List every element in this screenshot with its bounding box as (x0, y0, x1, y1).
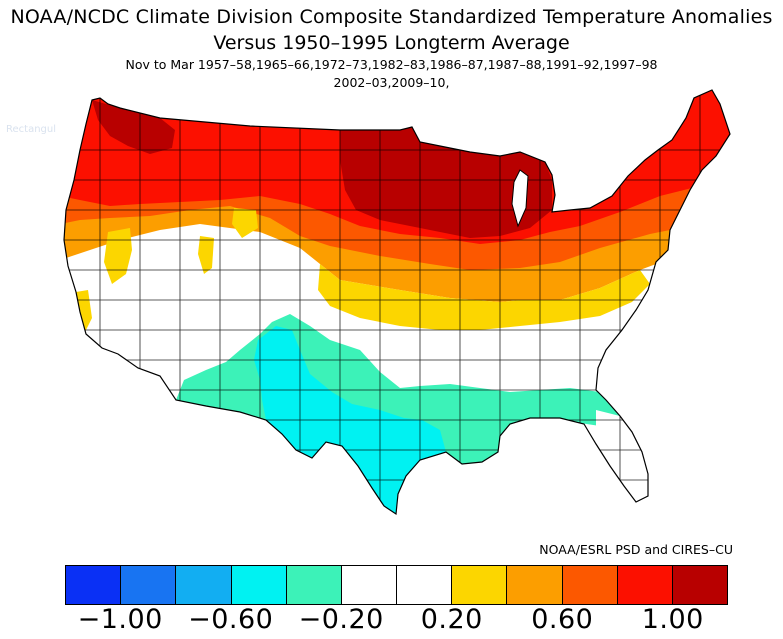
map-title: NOAA/NCDC Climate Division Composite Sta… (10, 6, 773, 28)
colorbar-swatch (121, 566, 177, 604)
colorbar-swatch (507, 566, 563, 604)
colorbar-swatch (397, 566, 453, 604)
us-outline (63, 89, 731, 516)
anomaly-yellow-idaho (232, 208, 258, 238)
colorbar-swatch (562, 566, 618, 604)
map-subtitle: Versus 1950–1995 Longterm Average (213, 32, 570, 54)
colorbar-tick-label: −1.00 (77, 604, 163, 635)
anomaly-near-normal-florida (596, 410, 648, 502)
lake-michigan (511, 169, 529, 228)
colorbar (65, 565, 728, 605)
colorbar-swatch (66, 566, 122, 604)
anomaly-dark-red-northwest (92, 100, 175, 154)
colorbar-swatch (176, 566, 232, 604)
colorbar-swatch (617, 566, 673, 604)
season-years-line2: 2002–03,2009–10, (333, 75, 450, 90)
colorbar-swatch (286, 566, 342, 604)
colorbar-swatch (672, 566, 728, 604)
colorbar-tick-label: 0.20 (420, 604, 483, 635)
colorbar-swatch (231, 566, 287, 604)
rectangle-tool-overlay[interactable]: Rectangul (6, 124, 56, 135)
data-source-credit: NOAA/ESRL PSD and CIRES–CU (539, 542, 733, 557)
colorbar-swatch (452, 566, 508, 604)
colorbar-tick-label: 0.60 (531, 604, 594, 635)
colorbar-tick-label: 1.00 (641, 604, 704, 635)
colorbar-swatch (341, 566, 398, 604)
anomaly-yellow-band (318, 264, 650, 330)
anomaly-yellow-utah (198, 236, 214, 274)
colorbar-tick-label: −0.20 (298, 604, 384, 635)
colorbar-tick-label: −0.60 (188, 604, 274, 635)
season-years-line1: Nov to Mar 1957–58,1965–66,1972–73,1982–… (125, 57, 658, 72)
